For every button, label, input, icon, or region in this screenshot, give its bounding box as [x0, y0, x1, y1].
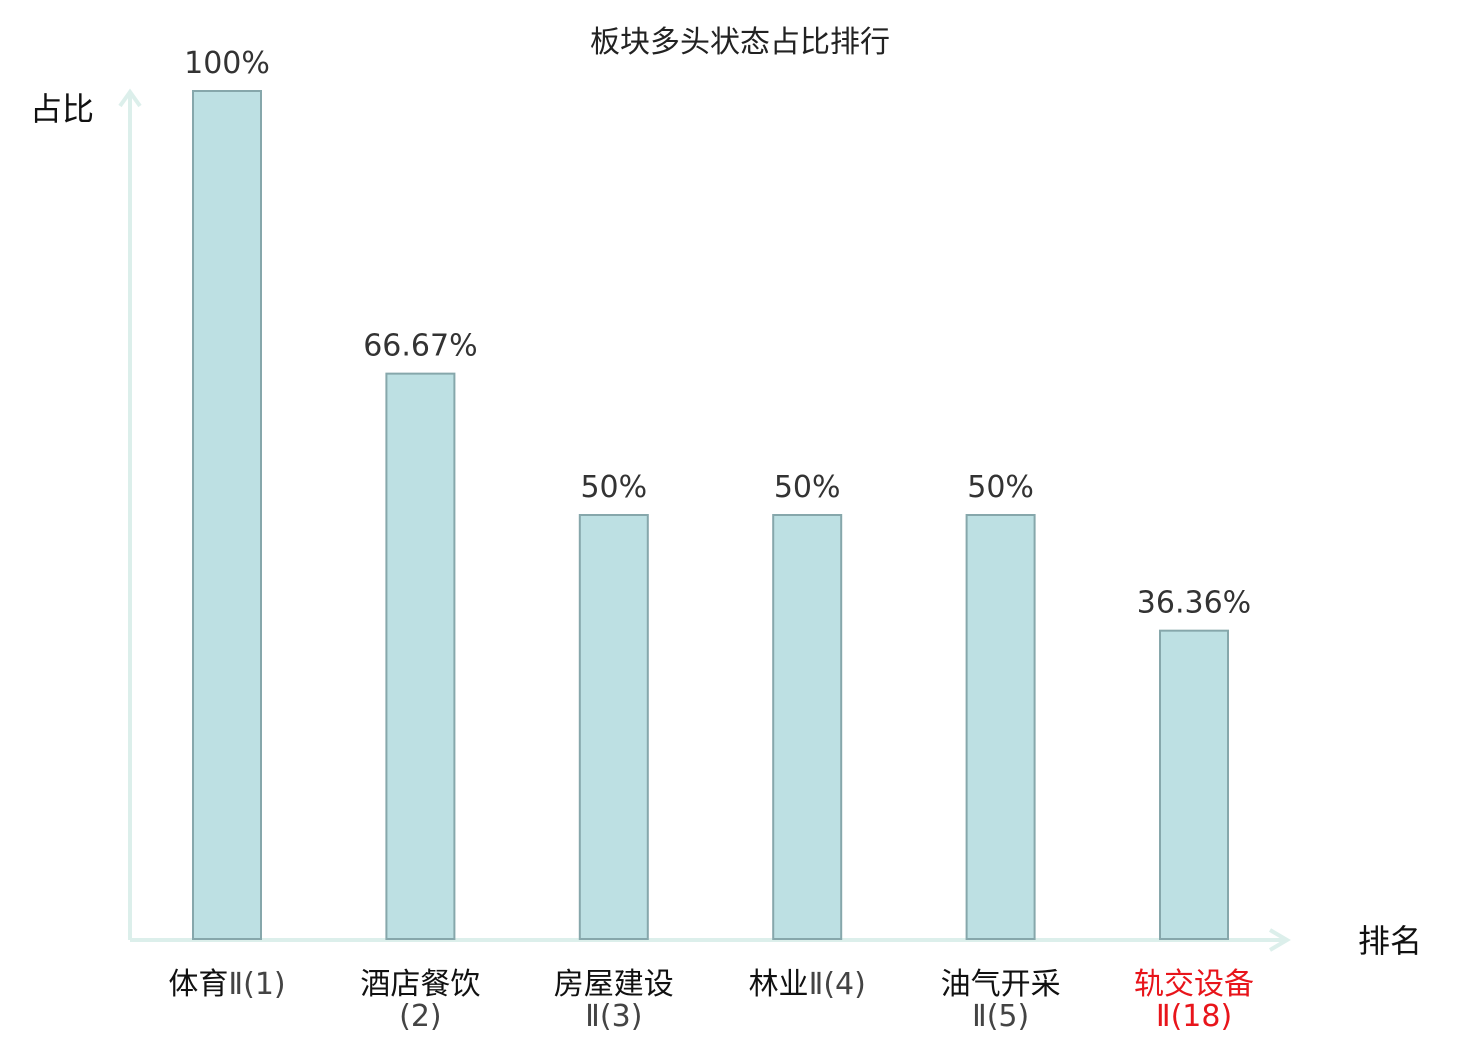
category-name: 林业 [749, 967, 809, 1002]
value-label-4: 50% [774, 470, 841, 505]
x-axis-arrow-icon [1268, 928, 1291, 952]
category-rank: Ⅱ(5) [972, 999, 1029, 1034]
value-labels-group: 100% 66.67% 50% 50% 50% 36.36% [184, 46, 1251, 621]
value-label-3: 50% [580, 470, 647, 505]
bar-2 [385, 372, 456, 940]
category-label-6: 轨交设备 Ⅱ(18) [1134, 967, 1254, 1034]
category-name: 轨交设备 [1134, 967, 1254, 1002]
category-label-3: 房屋建设 Ⅱ(3) [554, 967, 674, 1034]
category-label-2: 酒店餐饮(2) [360, 967, 480, 1034]
bar-5 [965, 514, 1036, 940]
y-axis-label: 占比 [30, 90, 94, 128]
y-axis-arrow-icon [118, 88, 142, 108]
x-axis-label: 排名 [1358, 922, 1422, 960]
bar-3 [578, 514, 649, 940]
category-labels-group: 体育Ⅱ(1) 酒店餐饮(2)房屋建设 Ⅱ(3)林业Ⅱ(4) 油气开采 Ⅱ(5)轨交设备 Ⅱ… [168, 967, 1254, 1034]
bars-group [192, 90, 1229, 940]
category-rank: Ⅱ(3) [585, 999, 642, 1034]
bar-6 [1159, 629, 1229, 940]
chart-title: 板块多头状态占比排行 [590, 25, 890, 60]
category-name: 体育 [168, 967, 228, 1002]
bar-1 [192, 90, 262, 940]
category-rank: Ⅱ(18) [1156, 999, 1232, 1034]
category-name: 房屋建设 [554, 967, 674, 1002]
category-rank: (2) [399, 999, 442, 1034]
value-label-5: 50% [967, 470, 1034, 505]
category-name: 油气开采 [941, 967, 1061, 1002]
bar-4 [772, 514, 843, 940]
category-name: 酒店餐饮 [360, 967, 480, 1002]
category-label-4: 林业Ⅱ(4) [749, 967, 866, 1002]
category-rank: Ⅱ(1) [228, 967, 285, 1002]
category-label-1: 体育Ⅱ(1) [168, 967, 285, 1002]
category-label-5: 油气开采 Ⅱ(5) [941, 967, 1061, 1034]
value-label-6: 36.36% [1137, 586, 1251, 621]
value-label-1: 100% [184, 46, 270, 81]
category-rank: Ⅱ(4) [809, 967, 866, 1002]
value-label-2: 66.67% [363, 329, 477, 364]
